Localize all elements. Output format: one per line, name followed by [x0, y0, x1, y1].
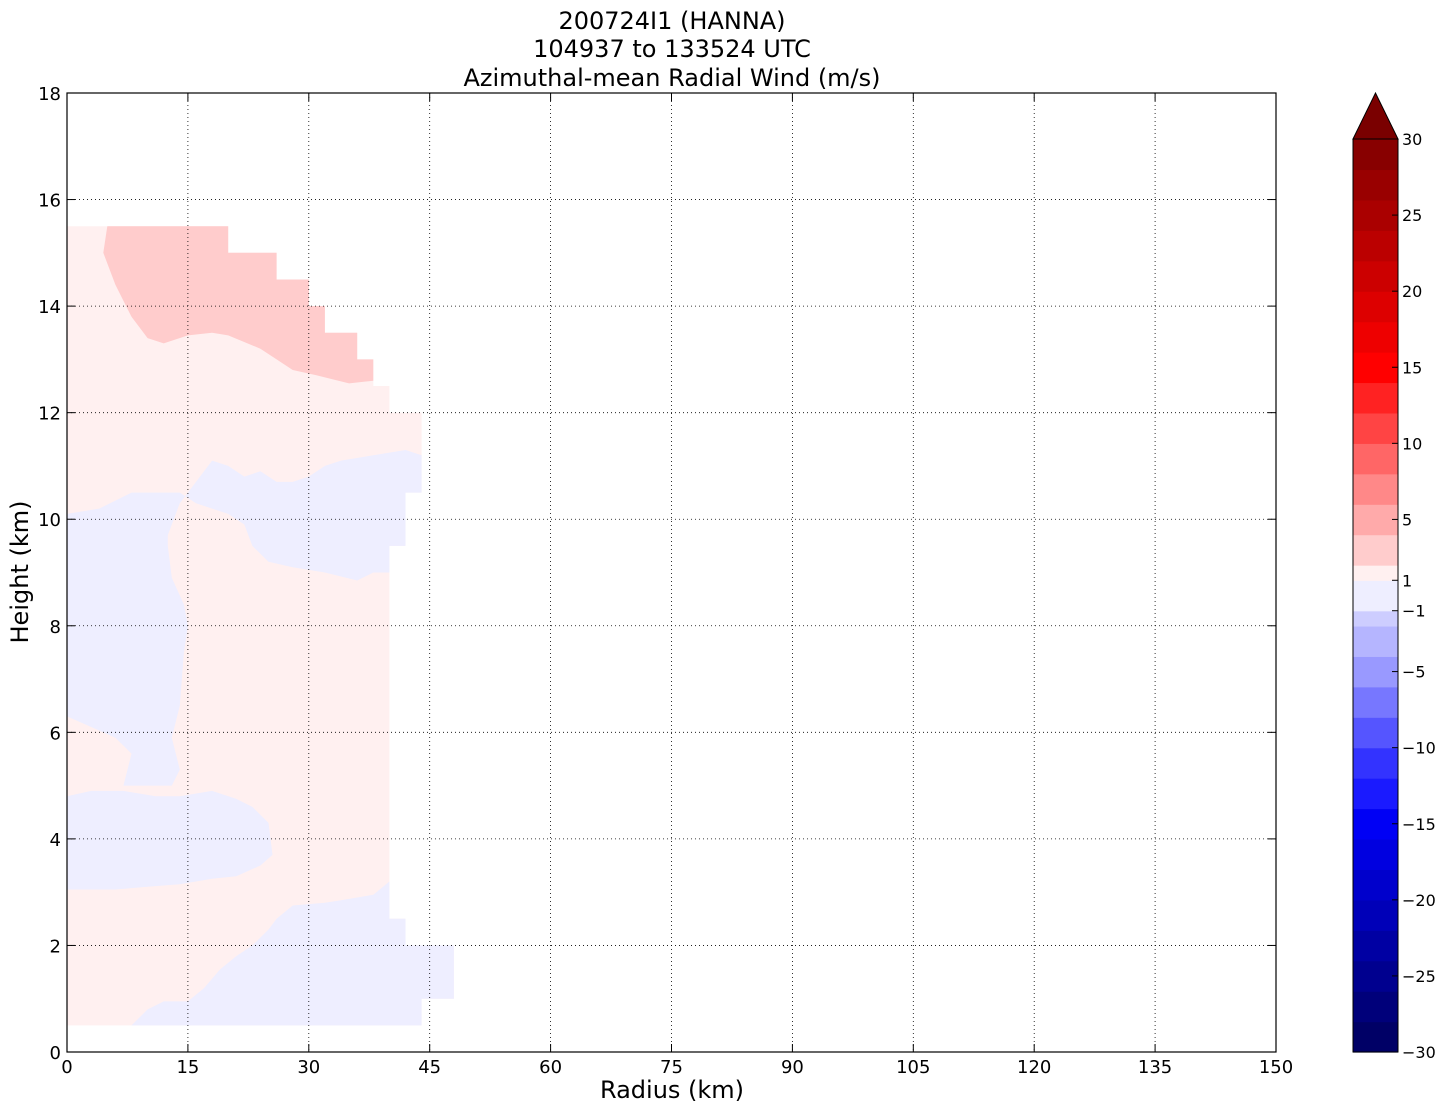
colorbar-tick-label: −20: [1402, 891, 1436, 910]
plot-regions: [67, 226, 454, 1026]
colorbar-tick-label: −25: [1402, 967, 1436, 986]
colorbar-band: [1353, 899, 1398, 931]
colorbar-band: [1353, 580, 1398, 612]
colorbar-band: [1353, 169, 1398, 201]
colorbar-band: [1353, 778, 1398, 810]
colorbar-tick-label: −5: [1402, 663, 1426, 682]
colorbar-band: [1353, 534, 1398, 566]
y-tick-label: 12: [38, 404, 61, 425]
x-tick-label: 75: [660, 1057, 683, 1078]
x-tick-label: 105: [896, 1057, 930, 1078]
colorbar-frame: [1352, 138, 1399, 1053]
colorbar-tick-label: 15: [1402, 358, 1422, 377]
x-axis-ticks: 0 15 30 45 60 75 90 105 120 135 150: [61, 93, 1293, 1078]
chart-title-line-1: 200724I1 (HANNA): [558, 7, 785, 35]
x-tick-label: 60: [539, 1057, 562, 1078]
colorbar-band: [1353, 717, 1398, 749]
chart-title-line-3: Azimuthal-mean Radial Wind (m/s): [463, 64, 880, 92]
colorbar-band: [1353, 139, 1398, 171]
x-tick-label: 150: [1259, 1057, 1293, 1078]
colorbar-tick-label: −1: [1402, 602, 1426, 621]
chart-title-line-2: 104937 to 133524 UTC: [533, 35, 811, 63]
x-tick-label: 90: [781, 1057, 804, 1078]
colorbar-band: [1353, 869, 1398, 901]
region-negative-weak-lower-4: [131, 881, 454, 1026]
x-tick-label: 135: [1138, 1057, 1172, 1078]
colorbar-band: [1353, 260, 1398, 292]
y-tick-label: 8: [50, 617, 61, 638]
colorbar-band: [1353, 808, 1398, 840]
colorbar-band: [1353, 504, 1398, 536]
x-axis-label: Radius (km): [600, 1076, 744, 1104]
y-tick-label: 14: [38, 297, 61, 318]
region-negative-weak-mid-3: [67, 790, 273, 890]
y-axis-ticks: 0 2 4 6 8 10 12 14 16 18: [38, 84, 1276, 1064]
colorbar-band: [1353, 565, 1398, 581]
colorbar-band: [1353, 838, 1398, 870]
colorbar-band: [1353, 291, 1398, 323]
colorbar-band: [1353, 382, 1398, 414]
x-tick-label: 30: [297, 1057, 320, 1078]
colorbar-band: [1353, 230, 1398, 262]
colorbar-tick-label: −30: [1402, 1043, 1436, 1062]
grid-lines: [67, 93, 1276, 1052]
y-tick-label: 18: [38, 84, 61, 105]
colorbar-band: [1353, 930, 1398, 962]
y-tick-label: 10: [38, 510, 61, 531]
colorbar-band: [1353, 443, 1398, 475]
colorbar-tick-label: 30: [1402, 130, 1422, 149]
colorbar-band: [1353, 991, 1398, 1023]
x-tick-label: 0: [61, 1057, 72, 1078]
colorbar-band: [1353, 1021, 1398, 1053]
y-tick-label: 6: [50, 723, 61, 744]
colorbar-band: [1353, 656, 1398, 688]
x-tick-label: 45: [418, 1057, 441, 1078]
x-tick-label: 15: [176, 1057, 199, 1078]
colorbar-band: [1353, 412, 1398, 444]
colorbar-tick-label: 5: [1402, 510, 1412, 529]
colorbar-band: [1353, 747, 1398, 779]
y-axis-label: Height (km): [6, 501, 34, 644]
chart-title: 200724I1 (HANNA) 104937 to 133524 UTC Az…: [463, 7, 880, 92]
colorbar-tick-label: 20: [1402, 282, 1422, 301]
colorbar-band: [1353, 473, 1398, 505]
colorbar-tick-label: 10: [1402, 434, 1422, 453]
colorbar-band: [1353, 321, 1398, 353]
region-positive-moderate-1: [103, 226, 374, 384]
y-tick-label: 4: [50, 830, 61, 851]
region-negative-weak-upper-2: [67, 450, 422, 786]
colorbar-band: [1353, 352, 1398, 384]
y-tick-label: 16: [38, 191, 61, 212]
colorbar-extend-arrow: [1352, 91, 1399, 140]
y-tick-label: 2: [50, 936, 61, 957]
colorbar-band: [1353, 625, 1398, 657]
colorbar-tick-label: −10: [1402, 739, 1436, 758]
colorbar-band: [1353, 960, 1398, 992]
colorbar-tick-label: −15: [1402, 815, 1436, 834]
colorbar-band: [1353, 686, 1398, 718]
colorbar-tick-label: 25: [1402, 206, 1422, 225]
y-tick-label: 0: [50, 1043, 61, 1064]
x-tick-label: 120: [1017, 1057, 1051, 1078]
colorbar-tick-label: 1: [1402, 571, 1412, 590]
colorbar-band: [1353, 610, 1398, 627]
colorbar-band: [1353, 199, 1398, 231]
